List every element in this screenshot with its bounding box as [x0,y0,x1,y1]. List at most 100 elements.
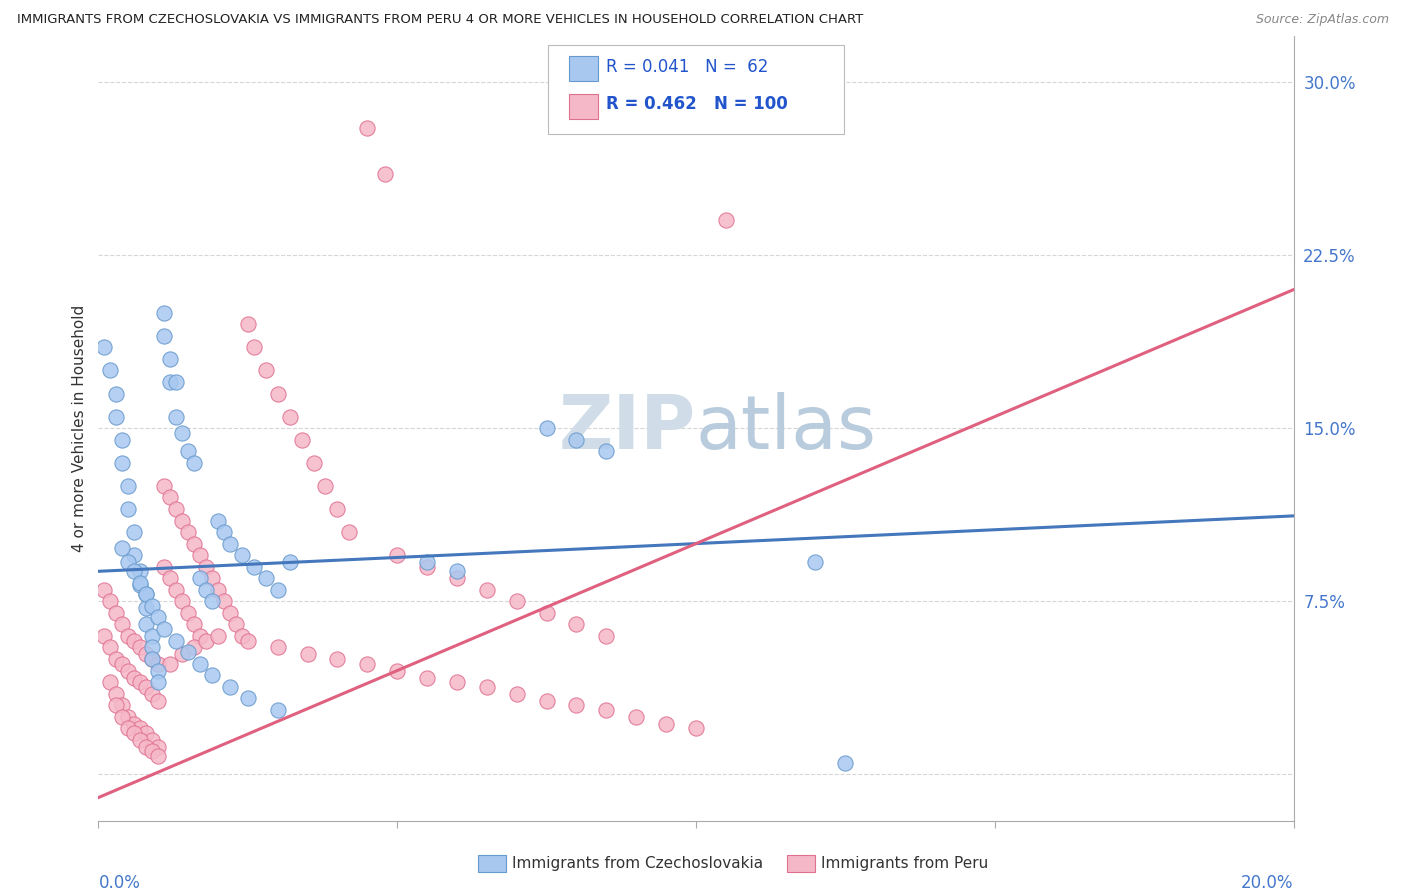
Point [148,749,170,764]
Point [536,606,558,620]
Point [172,648,194,662]
Point [141,599,163,613]
Point [267,640,290,655]
Point [595,629,617,643]
Point [105,409,128,424]
Point [159,571,181,585]
Point [135,680,157,694]
Point [124,548,146,562]
Point [506,687,529,701]
Point [201,668,224,682]
Point [236,318,259,332]
Point [117,555,139,569]
Point [93,582,115,597]
Point [506,594,529,608]
Point [278,555,301,569]
Point [416,555,439,569]
Text: Immigrants from Czechoslovakia: Immigrants from Czechoslovakia [512,856,763,871]
Point [153,622,176,636]
Point [117,664,139,678]
Point [356,657,378,671]
Point [93,340,115,354]
Point [254,363,277,377]
Point [416,559,439,574]
Point [183,536,205,550]
Point [141,629,163,643]
Point [153,328,176,343]
Point [177,524,200,539]
Point [595,703,617,717]
Point [129,564,152,578]
Point [117,629,139,643]
Point [804,555,827,569]
Point [135,601,157,615]
Text: R = 0.462   N = 100: R = 0.462 N = 100 [606,95,787,113]
Text: R = 0.041   N =  62: R = 0.041 N = 62 [606,58,768,76]
Point [446,675,468,690]
Point [195,559,218,574]
Point [195,582,218,597]
Point [267,582,290,597]
Point [129,575,152,590]
Point [159,375,181,389]
Point [188,657,211,671]
Point [475,582,498,597]
Point [135,739,157,754]
Point [159,491,181,505]
Point [129,732,152,747]
Point [153,559,176,574]
Point [98,594,122,608]
Point [117,479,139,493]
Point [159,351,181,366]
Point [124,716,146,731]
Point [172,514,194,528]
Point [172,425,194,440]
Point [201,594,224,608]
Point [315,479,337,493]
Point [111,456,134,470]
Point [385,548,409,562]
Point [183,617,205,632]
Point [201,571,224,585]
Point [225,617,247,632]
Point [159,657,181,671]
Point [536,693,558,707]
Point [207,514,229,528]
Point [446,571,468,585]
Point [565,698,588,713]
Point [278,409,301,424]
Point [356,121,378,136]
Point [111,617,134,632]
Point [188,571,211,585]
Point [141,652,163,666]
Point [302,456,325,470]
Point [243,340,266,354]
Point [98,675,122,690]
Point [219,606,242,620]
Point [129,721,152,735]
Point [655,716,678,731]
Point [98,640,122,655]
Point [172,594,194,608]
Point [165,409,187,424]
Point [339,524,361,539]
Point [165,502,187,516]
Point [141,652,163,666]
Point [326,652,349,666]
Point [374,167,396,181]
Text: 20.0%: 20.0% [1241,874,1294,892]
Point [105,698,128,713]
Point [105,606,128,620]
Point [183,456,205,470]
Point [148,664,170,678]
Point [207,582,229,597]
Point [714,213,737,227]
Text: 0.0%: 0.0% [98,874,141,892]
Point [297,648,319,662]
Point [124,671,146,685]
Point [148,693,170,707]
Point [188,548,211,562]
Point [177,645,200,659]
Point [148,675,170,690]
Point [231,548,253,562]
